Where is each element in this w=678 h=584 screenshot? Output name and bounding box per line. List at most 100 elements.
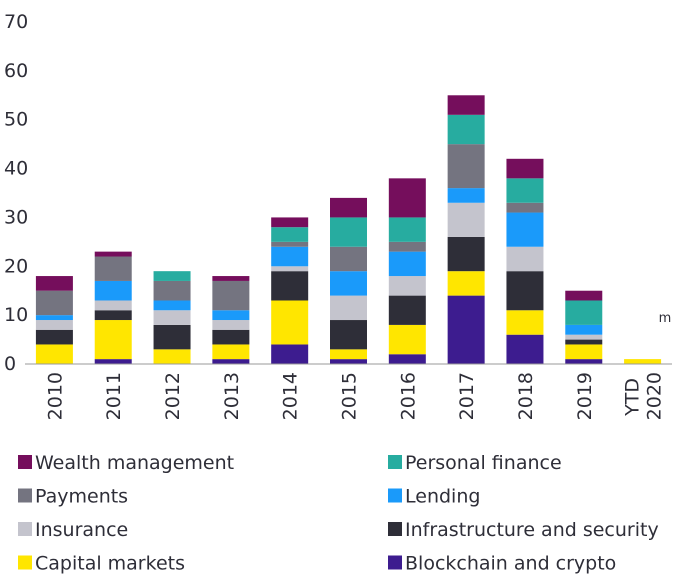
footnote-mark: m [659,311,672,326]
bar-segment [271,241,309,247]
bar-segment [271,344,309,364]
bar-segment [565,339,603,345]
bar-segment [506,271,544,311]
legend-label: Blockchain and crypto [405,553,616,575]
legend-swatch [388,455,402,469]
bar-segment [94,310,132,321]
bar-segment [212,329,250,345]
bar-segment [330,295,367,321]
bar-segment [330,246,367,272]
bar-segment [35,344,73,364]
bar-segment [565,359,603,364]
bar-segment [212,344,250,360]
bar-segment [212,276,250,281]
x-tick-label: 2019 [574,372,596,420]
y-tick-label: 70 [4,11,28,33]
x-tick-label: 2016 [397,372,419,420]
legend-swatch [18,555,32,570]
bar-segment [35,276,73,291]
bar-segment [624,359,662,364]
bar-segment [212,310,250,321]
bar-segment [271,266,309,272]
label-line: 2020 [644,372,666,420]
legend-swatch [388,488,402,503]
legend-swatch [388,522,402,536]
bar-segment [565,344,603,360]
bar-segment [447,236,485,272]
bar-segment [565,324,603,335]
bar-segment [447,188,485,203]
bar-segment [388,276,426,296]
bar-segment [330,197,367,218]
bar-segment [153,310,191,325]
bar-segment [330,320,367,350]
bar-segment [212,280,250,311]
x-tick-label: 2011 [103,372,125,420]
bar-segment [388,217,426,242]
legend-label: Wealth management [35,452,234,474]
bar-segment [35,320,73,330]
bar-segment [388,295,426,325]
bar-segment [153,349,191,364]
bar-segment [212,320,250,330]
bar-segment [35,329,73,345]
legend-swatch [18,455,32,469]
bar-segment [506,202,544,213]
bar-segment [271,227,309,242]
legend-label: Capital markets [35,553,185,575]
y-tick-label: 50 [4,109,28,131]
bar-segment [94,280,132,301]
x-tick-label: 2012 [162,372,184,420]
y-tick-label: 40 [4,158,28,180]
bar-segment [271,246,309,267]
bar-segment [447,271,485,296]
legend-label: Insurance [35,519,128,541]
bar-segment [506,310,544,335]
bar-segment [153,280,191,301]
bar-segment [388,354,426,364]
legend-label: Lending [405,486,480,508]
bar-segment [94,359,132,364]
bar-segment [388,241,426,252]
bar-segment [330,271,367,296]
x-tick-label: 2013 [221,372,243,420]
y-tick-label: 10 [4,304,28,326]
legend-label: Infrastructure and security [405,519,659,541]
y-tick-label: 60 [4,60,28,82]
bar-segment [506,246,544,272]
bar-segment [330,359,367,364]
x-tick-label: 2014 [280,372,302,420]
bar-segment [94,251,132,257]
bar-segment [153,271,191,281]
bar-segment [35,290,73,316]
bar-segment [330,349,367,360]
bar-segment [565,300,603,325]
bar-segment [94,300,132,311]
bar-segment [153,324,191,350]
bar-segment [271,300,309,345]
label-line: YTD [622,372,644,417]
x-tick-label: 2017 [456,372,478,420]
bar-segment [447,95,485,115]
bar-segment [447,144,485,189]
bar-segment [506,212,544,247]
bar-segment [271,271,309,301]
bar-segment [388,251,426,277]
legend-swatch [388,555,402,570]
bar-segment [330,217,367,247]
legend-label: Payments [35,486,128,508]
x-tick-label: 2015 [339,372,361,420]
legend-label: Personal finance [405,452,562,474]
bar-segment [94,256,132,281]
bar-segment [506,178,544,203]
bar-segment [565,334,603,340]
y-tick-label: 0 [4,353,16,375]
bar-segment [506,158,544,179]
y-tick-label: 20 [4,255,28,277]
bar-segment [447,114,485,145]
x-tick-label: 2018 [515,372,537,420]
bar-segment [153,300,191,311]
bar-segment [447,202,485,237]
bar-segment [94,320,132,360]
